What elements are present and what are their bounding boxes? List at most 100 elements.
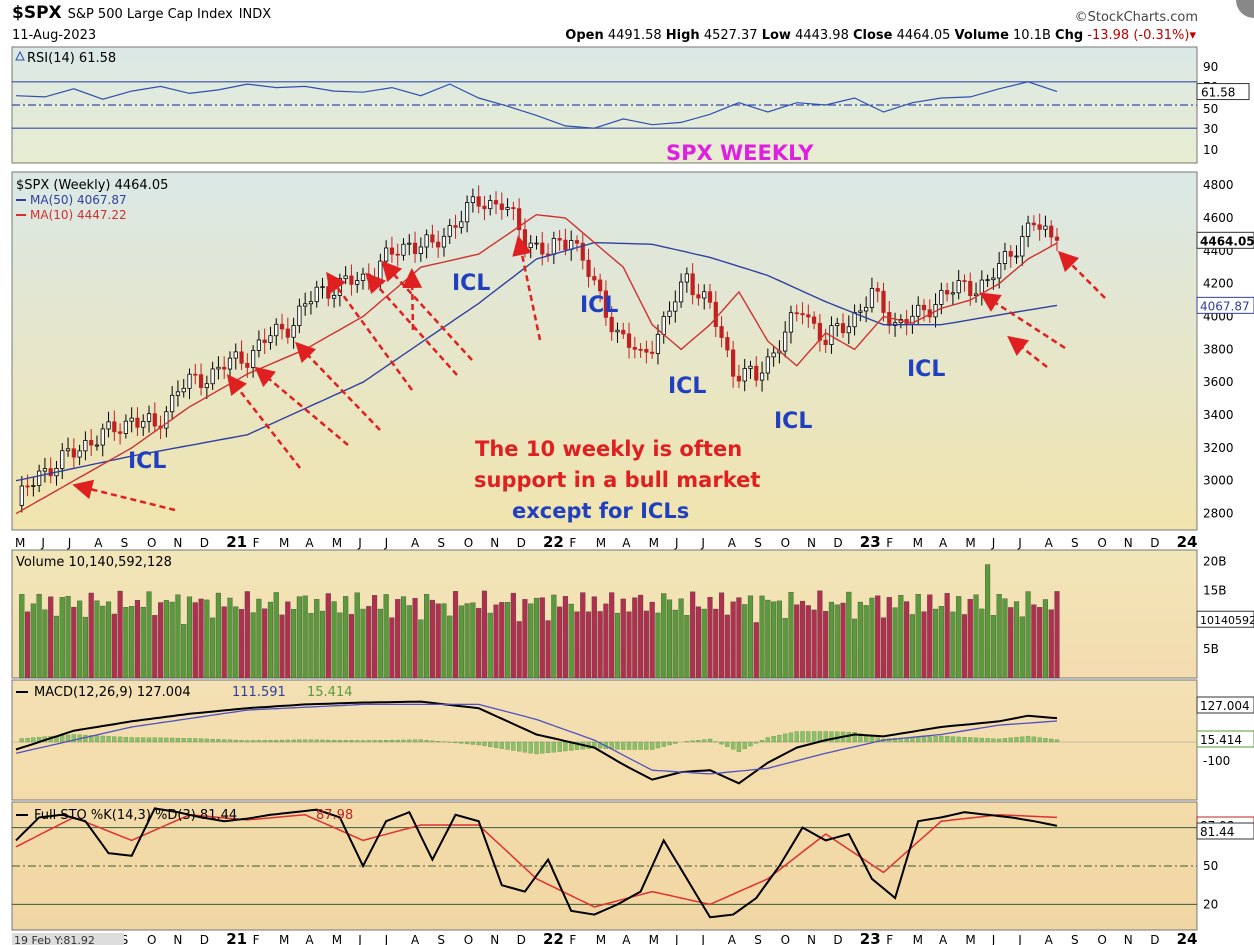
macd-histogram-bar: [94, 735, 100, 743]
sto-x-tick: O: [1097, 933, 1106, 945]
volume-bar: [458, 605, 464, 679]
volume-bar: [192, 602, 198, 679]
volume-bar: [181, 624, 187, 679]
macd-histogram-bar: [268, 740, 273, 743]
candle-body: [794, 312, 799, 315]
macd-histogram-bar: [869, 736, 875, 743]
volume-bar: [377, 608, 383, 679]
macd-histogram-bar: [997, 738, 1002, 743]
macd-histogram-bar: [921, 736, 927, 743]
price-x-tick: A: [728, 536, 737, 550]
candle-body: [37, 470, 42, 486]
macd-histogram-bar: [123, 737, 129, 743]
low-label: Low: [761, 28, 791, 43]
macd-histogram-bar: [574, 741, 580, 750]
macd-histogram-bar: [667, 741, 672, 746]
candle-body: [256, 339, 262, 351]
sto-x-tick: N: [807, 933, 816, 945]
candle-body: [384, 247, 389, 262]
price-y-tick: 4200: [1203, 277, 1234, 291]
macd-histogram-bar: [702, 739, 707, 743]
candle-body: [858, 310, 863, 313]
volume-bar: [1002, 598, 1008, 679]
macd-histogram-bar: [106, 736, 111, 743]
volume-bar: [19, 594, 25, 679]
rsi-last-box: [1196, 83, 1250, 101]
candle-body: [574, 240, 580, 244]
open-label: Open: [565, 28, 604, 43]
volume-bar: [834, 604, 840, 679]
volume-bar: [227, 597, 233, 679]
price-panel: [11, 171, 1198, 531]
macd-histogram-bar: [187, 738, 192, 743]
candle-body: [233, 351, 238, 359]
volume-bar: [476, 608, 482, 679]
volume-bar: [215, 592, 221, 679]
macd-histogram-bar: [852, 732, 857, 743]
candle-body: [626, 333, 632, 348]
candle-body: [603, 290, 609, 318]
candle-body: [19, 485, 24, 506]
volume-bar: [938, 606, 944, 679]
candle-body: [204, 383, 209, 388]
chg-label: Chg: [1055, 28, 1084, 43]
candle-body: [731, 349, 736, 377]
macd-histogram-bar: [736, 741, 742, 752]
macd-histogram-bar: [146, 737, 152, 743]
volume-bar: [117, 590, 123, 679]
volume-bar: [59, 597, 65, 679]
macd-histogram-bar: [366, 740, 371, 743]
macd-histogram-bar: [470, 741, 476, 745]
volume-bar: [638, 594, 644, 679]
volume-bar: [817, 590, 823, 679]
candle-body: [1008, 251, 1013, 257]
price-x-tick: M: [279, 536, 289, 550]
price-x-tick: S: [437, 536, 445, 550]
sto-k-last-value: 81.44: [1200, 825, 1234, 839]
candle-body: [754, 365, 759, 381]
candle-body: [279, 323, 285, 330]
candle-body: [100, 428, 105, 446]
macd-histogram-bar: [551, 741, 556, 753]
volume-bar: [759, 595, 765, 679]
sto-legend: Full STO %K(14,3) %D(3) 81.44: [34, 808, 237, 823]
volume-bar: [533, 597, 540, 679]
ma50-last-box: [1196, 296, 1254, 314]
macd-histogram-bar: [181, 738, 186, 743]
candle-body: [360, 273, 366, 281]
volume-bar: [551, 594, 557, 679]
candle-body: [118, 431, 123, 434]
candle-body: [644, 348, 649, 353]
volume-bar: [314, 599, 320, 679]
sto-x-tick: S: [754, 933, 762, 945]
volume-bar: [713, 608, 719, 679]
macd-histogram-bar: [707, 738, 713, 743]
volume-bar: [852, 618, 858, 679]
candle-body: [42, 468, 48, 472]
candle-body: [592, 276, 597, 281]
sto-x-tick: D: [200, 933, 209, 945]
candle-body: [193, 373, 198, 376]
candle-body: [181, 387, 186, 393]
volume-bar: [452, 591, 459, 679]
candle-body: [499, 203, 504, 210]
sto-x-tick: A: [939, 933, 948, 945]
macd-histogram-bar: [169, 737, 175, 743]
candle-body: [355, 280, 360, 285]
red-arrow: [512, 235, 542, 341]
macd-histogram-bar: [308, 739, 314, 743]
macd-histogram-bar: [488, 741, 493, 747]
macd-histogram-bar: [71, 734, 76, 743]
volume-bar: [973, 594, 979, 679]
candle-body: [152, 413, 157, 427]
sto-x-tick: 21: [226, 930, 247, 945]
macd-histogram-bar: [158, 737, 163, 743]
volume-bar: [985, 564, 991, 679]
candle-body: [1049, 225, 1054, 238]
macd-histogram-bar: [407, 739, 412, 743]
volume-bar: [730, 601, 736, 679]
macd-histogram-bar: [314, 739, 319, 743]
volume-bar: [603, 603, 609, 679]
macd-histogram-bar: [1014, 737, 1019, 743]
volume-bar: [493, 604, 499, 679]
